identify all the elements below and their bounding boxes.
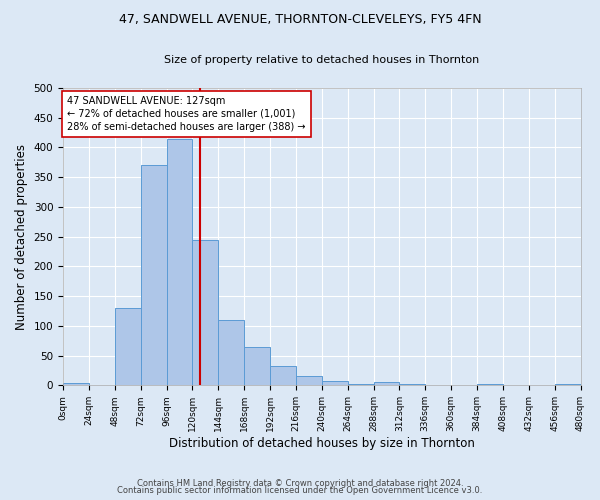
Bar — [140, 166, 167, 386]
Bar — [167, 138, 193, 386]
Text: 47 SANDWELL AVENUE: 127sqm
← 72% of detached houses are smaller (1,001)
28% of s: 47 SANDWELL AVENUE: 127sqm ← 72% of deta… — [67, 96, 306, 132]
X-axis label: Distribution of detached houses by size in Thornton: Distribution of detached houses by size … — [169, 437, 475, 450]
Bar — [347, 384, 374, 386]
Text: Contains HM Land Registry data © Crown copyright and database right 2024.: Contains HM Land Registry data © Crown c… — [137, 478, 463, 488]
Bar — [554, 384, 581, 386]
Bar — [193, 240, 218, 386]
Bar — [115, 308, 140, 386]
Text: Contains public sector information licensed under the Open Government Licence v3: Contains public sector information licen… — [118, 486, 482, 495]
Bar — [374, 382, 400, 386]
Bar — [63, 383, 89, 386]
Bar — [244, 346, 270, 386]
Bar — [322, 380, 347, 386]
Title: Size of property relative to detached houses in Thornton: Size of property relative to detached ho… — [164, 55, 479, 65]
Bar — [477, 384, 503, 386]
Bar — [270, 366, 296, 386]
Bar — [400, 384, 425, 386]
Bar — [218, 320, 244, 386]
Bar — [296, 376, 322, 386]
Text: 47, SANDWELL AVENUE, THORNTON-CLEVELEYS, FY5 4FN: 47, SANDWELL AVENUE, THORNTON-CLEVELEYS,… — [119, 12, 481, 26]
Y-axis label: Number of detached properties: Number of detached properties — [15, 144, 28, 330]
